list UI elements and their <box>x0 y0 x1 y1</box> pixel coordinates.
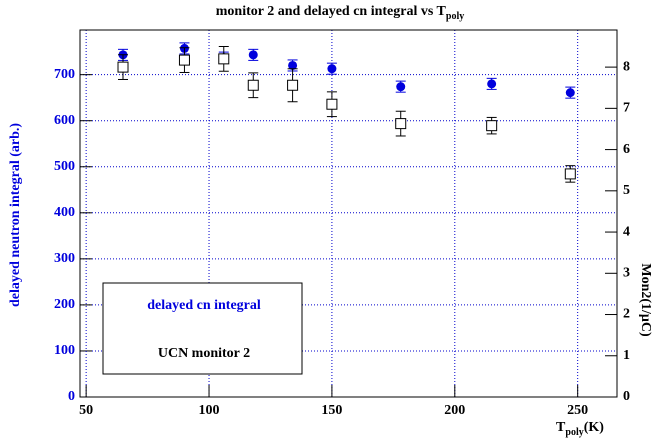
marker <box>247 79 259 91</box>
legend-entry: delayed cn integral <box>147 298 261 313</box>
marker <box>396 82 406 92</box>
x-tick-label: 250 <box>567 403 588 418</box>
xlabel-sub: poly <box>565 427 583 438</box>
y-tick-label: 200 <box>54 297 75 312</box>
marker <box>395 118 407 130</box>
chart-title: monitor 2 and delayed cn integral vs Tpo… <box>216 4 464 22</box>
title-sub: poly <box>446 11 464 22</box>
marker <box>487 79 497 89</box>
y2-tick-label: 7 <box>623 101 630 116</box>
y-tick-label: 600 <box>54 113 75 128</box>
y-axis-label: delayed neutron integral (arb.) <box>8 123 23 307</box>
y2-tick-label: 0 <box>623 389 630 404</box>
marker <box>326 98 338 110</box>
y2-tick-label: 1 <box>623 348 630 363</box>
title-main: monitor 2 and delayed cn integral vs T <box>216 4 447 19</box>
y2-tick-label: 8 <box>623 59 630 74</box>
x-axis-label: Tpoly(K) <box>556 420 604 438</box>
legend-entry: UCN monitor 2 <box>158 346 250 361</box>
marker <box>218 53 230 65</box>
xlabel-main: T <box>556 420 566 435</box>
marker <box>486 120 498 132</box>
marker <box>287 79 299 91</box>
x-tick-label: 100 <box>199 403 220 418</box>
marker <box>565 88 575 98</box>
y-tick-label: 500 <box>54 159 75 174</box>
y-tick-label: 700 <box>54 67 75 82</box>
marker <box>564 168 576 180</box>
y-tick-label: 300 <box>54 251 75 266</box>
y2-tick-label: 4 <box>623 224 630 239</box>
xlabel-unit: (K) <box>584 420 605 435</box>
legend-box <box>102 282 303 375</box>
y-tick-label: 400 <box>54 205 75 220</box>
y-tick-label: 100 <box>54 343 75 358</box>
marker <box>288 60 298 70</box>
y-tick-label: 0 <box>68 389 75 404</box>
y2-tick-label: 3 <box>623 266 630 281</box>
marker <box>178 54 190 66</box>
y2-axis-label: Mon2(1/μC) <box>638 263 653 337</box>
x-tick-label: 50 <box>79 403 93 418</box>
marker <box>327 64 337 74</box>
marker <box>117 61 129 73</box>
x-tick-label: 150 <box>321 403 342 418</box>
y2-tick-label: 2 <box>623 307 630 322</box>
marker <box>248 50 258 60</box>
y2-tick-label: 6 <box>623 142 630 157</box>
plot-frame <box>79 29 618 398</box>
x-tick-label: 200 <box>444 403 465 418</box>
y2-tick-label: 5 <box>623 183 630 198</box>
